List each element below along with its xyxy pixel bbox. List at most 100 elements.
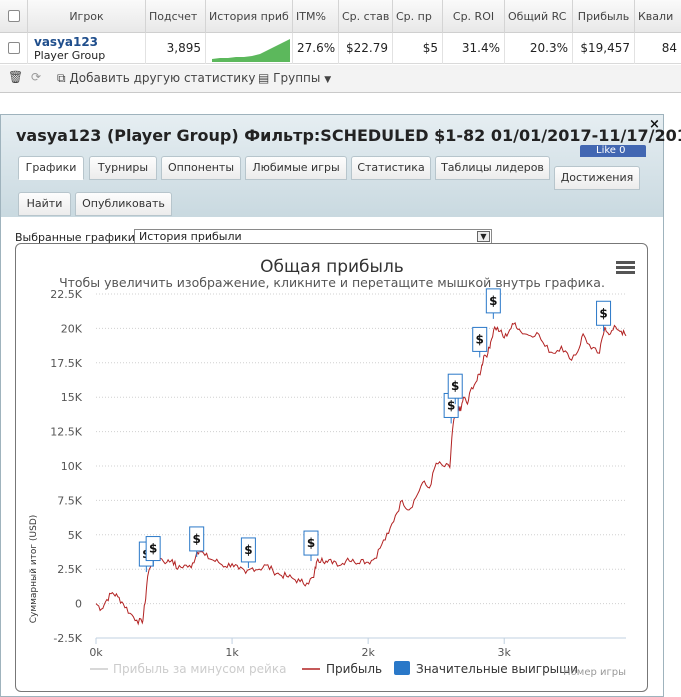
itm-value: 27.6% (293, 33, 339, 64)
table-row[interactable]: 3,895 27.6% $22.79 $5 31.4% 20.3% $19,45… (0, 33, 681, 64)
groups-button[interactable]: ▤ Группы ▼ (258, 71, 331, 85)
row-select-cell[interactable] (0, 33, 28, 64)
dollar-icon: $ (193, 532, 201, 546)
big-win-marker[interactable] (189, 526, 205, 552)
legend-item-big-wins[interactable]: Значительные выигрыши (394, 661, 578, 676)
tab-graphs[interactable]: Графики (18, 156, 84, 180)
profit-history-sparkline (206, 33, 293, 64)
column-header-itm[interactable]: ITM% (293, 0, 339, 33)
tab-favorite-games[interactable]: Любимые игры (245, 156, 347, 180)
legend-rake-label: Прибыль за минусом рейка (113, 662, 286, 676)
y-tick-label: 0 (75, 598, 82, 611)
groups-label: Группы (273, 71, 321, 85)
column-header-profit-history[interactable]: История приб (206, 0, 293, 33)
facebook-like-button[interactable]: Like 0 (580, 145, 646, 157)
series-layer (95, 322, 627, 626)
big-win-marker[interactable] (485, 288, 501, 314)
dialog-header: vasya123 (Player Group) Фильтр:SCHEDULED… (1, 115, 681, 217)
column-header-avg-stake[interactable]: Ср. став (339, 0, 393, 33)
profit-chart[interactable]: Общая прибыль Чтобы увеличить изображени… (15, 243, 648, 692)
avg-stake-value: $22.79 (339, 33, 393, 64)
legend-item-profit[interactable]: Прибыль (302, 662, 382, 676)
tab-achievements[interactable]: Достижения (554, 166, 640, 190)
big-win-marker[interactable] (240, 537, 256, 563)
column-header-count[interactable]: Подсчет (146, 0, 206, 33)
column-header-player[interactable]: Игрок (28, 0, 146, 33)
tab-tournaments[interactable]: Турниры (89, 156, 157, 180)
qualifier-value: 84 (661, 41, 677, 55)
dollar-icon: $ (476, 332, 484, 346)
dialog-title: vasya123 (Player Group) Фильтр:SCHEDULED… (16, 126, 681, 145)
chevron-down-icon[interactable]: ▼ (477, 231, 490, 242)
big-win-marker[interactable] (472, 326, 488, 352)
profit-value: $19,457 (573, 33, 635, 64)
x-tick-label: 0k (89, 646, 103, 659)
x-tick-label: 1k (225, 646, 239, 659)
player-group-label: Player Group (34, 49, 106, 62)
dollar-icon: $ (489, 294, 497, 308)
dollar-icon: $ (307, 536, 315, 550)
big-win-marker[interactable] (447, 373, 463, 399)
gridlines (96, 293, 626, 639)
dollar-icon: $ (149, 542, 157, 556)
markers-layer: $$$$$$$$$$ (138, 288, 612, 573)
dollar-icon: $ (447, 398, 455, 412)
chart-title: Общая прибыль (260, 257, 404, 277)
x-axis-label: Номер игры (563, 667, 626, 678)
add-stats-button[interactable]: ⧉ Добавить другую статистику (57, 71, 255, 86)
y-axis-ticks: -2.5K 0 2.5K 5K 7.5K 10K 12.5K 15K 17.5K 20K 22.5K (50, 288, 82, 645)
column-header-profit[interactable]: Прибыль (573, 0, 635, 33)
add-stats-label: Добавить другую статистику (69, 71, 256, 85)
big-win-marker[interactable] (145, 536, 161, 562)
avg-prize-value: $5 (393, 33, 443, 64)
tab-opponents[interactable]: Оппоненты (161, 156, 241, 180)
avg-roi-value: 31.4% (443, 33, 505, 64)
column-header-qualifier[interactable]: Квали (638, 10, 674, 23)
legend-big-wins-swatch (394, 661, 410, 675)
close-icon[interactable]: × (649, 117, 660, 132)
dollar-icon: $ (599, 306, 607, 320)
y-tick-label: -2.5K (53, 632, 82, 645)
legend: Прибыль за минусом рейка Прибыль Значите… (90, 661, 578, 676)
y-tick-label: 15K (61, 391, 83, 404)
selected-graphs-label: Выбранные графики: (15, 231, 139, 244)
column-header-avg-roi[interactable]: Ср. ROI (443, 0, 505, 33)
tab-leaderboards[interactable]: Таблицы лидеров (435, 156, 550, 180)
header-select-all-cell[interactable] (0, 0, 28, 33)
row-checkbox[interactable] (8, 42, 20, 54)
tab-find[interactable]: Найти (18, 192, 71, 216)
chart-svg[interactable]: Общая прибыль Чтобы увеличить изображени… (16, 244, 647, 691)
column-header-avg-prize[interactable]: Ср. пр (393, 0, 443, 33)
legend-profit-label: Прибыль (326, 662, 382, 676)
dollar-icon: $ (244, 543, 252, 557)
profit-series-line[interactable] (95, 322, 627, 626)
big-win-marker[interactable] (596, 300, 612, 326)
y-tick-label: 22.5K (50, 288, 82, 301)
tab-statistics[interactable]: Статистика (351, 156, 431, 180)
add-stats-icon: ⧉ (57, 71, 66, 85)
total-roi-value: 20.3% (505, 33, 573, 64)
y-tick-label: 2.5K (57, 563, 82, 576)
sparkline (212, 39, 290, 62)
menu-icon[interactable] (616, 261, 635, 274)
graph-select[interactable]: История прибыли ▼ (134, 229, 492, 244)
y-tick-label: 5K (68, 529, 83, 542)
graph-select-value: История прибыли (139, 230, 242, 243)
y-axis-label: Суммарный итог (USD) (29, 515, 39, 624)
menu-icon-bar (616, 271, 635, 274)
tab-publish[interactable]: Опубликовать (75, 192, 172, 216)
refresh-icon[interactable]: ⟳ (31, 70, 42, 84)
player-cell (28, 33, 146, 64)
trash-icon[interactable]: 🗑 (8, 70, 24, 84)
dollar-icon: $ (451, 379, 459, 393)
x-axis-ticks: 0k 1k 2k 3k (89, 638, 512, 659)
y-tick-label: 10K (61, 460, 83, 473)
menu-icon-bar (616, 266, 635, 269)
x-tick-label: 2k (361, 646, 375, 659)
count-value: 3,895 (146, 33, 206, 64)
player-name-link[interactable]: vasya123 (34, 35, 99, 49)
select-all-checkbox[interactable] (8, 10, 20, 22)
big-win-marker[interactable] (303, 530, 319, 556)
column-header-total-roi[interactable]: Общий RC (505, 0, 573, 33)
legend-item-rake[interactable]: Прибыль за минусом рейка (90, 662, 286, 676)
